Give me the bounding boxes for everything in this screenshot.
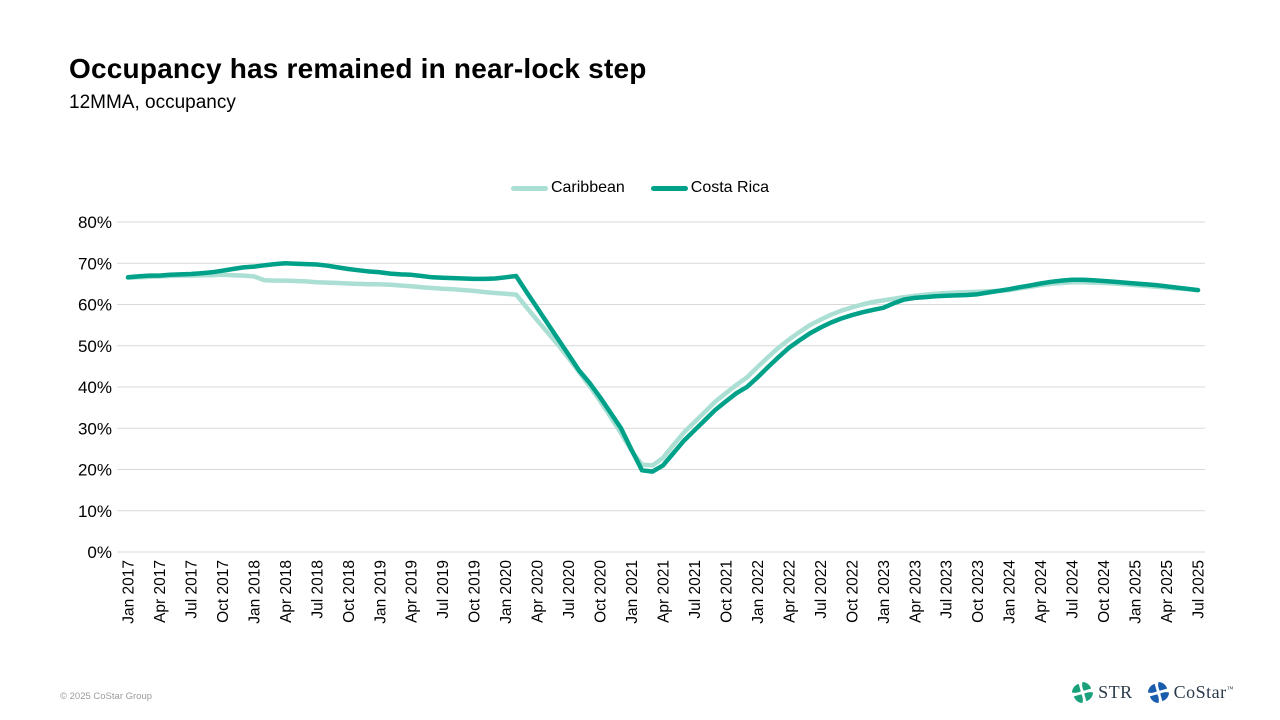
pinwheel-blade — [1072, 683, 1081, 693]
y-tick-label: 10% — [78, 502, 112, 521]
x-tick-label: Oct 2024 — [1096, 560, 1113, 623]
copyright-text: © 2025 CoStar Group — [60, 691, 153, 702]
pinwheel-blade — [1082, 682, 1092, 691]
legend-item-costa-rica: Costa Rica — [650, 179, 770, 197]
x-tick-label: Apr 2018 — [278, 560, 295, 623]
pinwheel-blade — [1074, 694, 1083, 703]
y-tick-label: 20% — [78, 461, 112, 480]
y-tick-label: 70% — [78, 254, 112, 273]
x-tick-label: Jul 2019 — [435, 560, 452, 619]
page-subtitle: 12MMA, occupancy — [69, 92, 236, 113]
x-tick-label: Jan 2017 — [121, 560, 138, 624]
pinwheel-blade — [1147, 683, 1157, 693]
chart-y-axis: 80% 70% 60% 50% 40% 30% 20% 10% 0% — [78, 213, 112, 562]
x-tick-label: Jul 2023 — [939, 560, 956, 619]
y-tick-label: 80% — [78, 213, 112, 232]
costar-pinwheel-icon — [1147, 682, 1169, 703]
x-tick-label: Oct 2023 — [970, 560, 987, 623]
x-tick-label: Jul 2025 — [1191, 560, 1208, 619]
x-tick-label: Oct 2021 — [718, 560, 735, 623]
caribbean-line-swatch-icon — [510, 185, 548, 191]
x-tick-label: Apr 2020 — [530, 560, 547, 623]
x-tick-label: Jan 2025 — [1128, 560, 1145, 624]
x-tick-label: Jul 2021 — [687, 560, 704, 619]
str-logo: STR — [1072, 682, 1133, 703]
y-tick-label: 50% — [78, 337, 112, 356]
x-tick-label: Apr 2023 — [907, 560, 924, 623]
x-tick-label: Jan 2018 — [246, 560, 263, 624]
x-tick-label: Jan 2023 — [876, 560, 893, 624]
footer-logos: STR CoStar™ — [1072, 682, 1234, 703]
legend-item-caribbean: Caribbean — [510, 179, 625, 197]
pinwheel-blade — [1157, 682, 1167, 691]
x-tick-label: Apr 2022 — [781, 560, 798, 623]
chart-legend: Caribbean Costa Rica — [0, 179, 1280, 197]
x-tick-label: Jan 2022 — [750, 560, 767, 624]
x-tick-label: Oct 2017 — [215, 560, 232, 623]
x-tick-label: Jul 2024 — [1065, 560, 1082, 619]
y-tick-label: 60% — [78, 296, 112, 315]
x-tick-label: Jan 2021 — [624, 560, 641, 624]
pinwheel-blade — [1149, 694, 1159, 703]
series-line-caribbean — [125, 272, 1201, 468]
x-tick-label: Oct 2022 — [844, 560, 861, 623]
x-tick-label: Oct 2019 — [467, 560, 484, 623]
x-tick-label: Apr 2025 — [1159, 560, 1176, 623]
series-line-costa-rica — [125, 261, 1201, 474]
trademark-symbol: ™ — [1226, 685, 1234, 693]
str-logo-text: STR — [1098, 682, 1133, 702]
chart-gridlines — [117, 221, 1205, 553]
x-tick-label: Apr 2017 — [152, 560, 169, 623]
y-tick-label: 0% — [87, 543, 112, 562]
page-title: Occupancy has remained in near-lock step — [69, 53, 647, 84]
pinwheel-blade — [1084, 692, 1094, 702]
legend-label-costa-rica: Costa Rica — [690, 179, 770, 196]
costar-logo: CoStar™ — [1147, 682, 1234, 703]
x-tick-label: Apr 2024 — [1033, 560, 1050, 623]
x-tick-label: Jan 2020 — [498, 560, 515, 624]
x-tick-label: Jul 2017 — [183, 560, 200, 619]
x-tick-label: Apr 2019 — [404, 560, 421, 623]
y-tick-label: 40% — [78, 378, 112, 397]
chart-x-axis: Jan 2017 Apr 2017 Jul 2017 Oct 2017 Jan 2018… — [121, 560, 1208, 624]
x-tick-label: Jan 2019 — [372, 560, 389, 624]
x-tick-label: Jul 2018 — [309, 560, 326, 619]
chart-series — [125, 261, 1201, 474]
x-tick-label: Jul 2022 — [813, 560, 830, 619]
x-tick-label: Jul 2020 — [561, 560, 578, 619]
pinwheel-blade — [1159, 692, 1169, 702]
str-pinwheel-icon — [1072, 682, 1094, 703]
x-tick-label: Apr 2021 — [656, 560, 673, 623]
y-tick-label: 30% — [78, 419, 112, 438]
x-tick-label: Oct 2020 — [593, 560, 610, 623]
costa-rica-line-swatch-icon — [650, 185, 688, 191]
x-tick-label: Oct 2018 — [341, 560, 358, 623]
x-tick-label: Jan 2024 — [1002, 560, 1019, 624]
legend-label-caribbean: Caribbean — [550, 179, 625, 196]
costar-logo-text: CoStar™ — [1173, 682, 1234, 702]
